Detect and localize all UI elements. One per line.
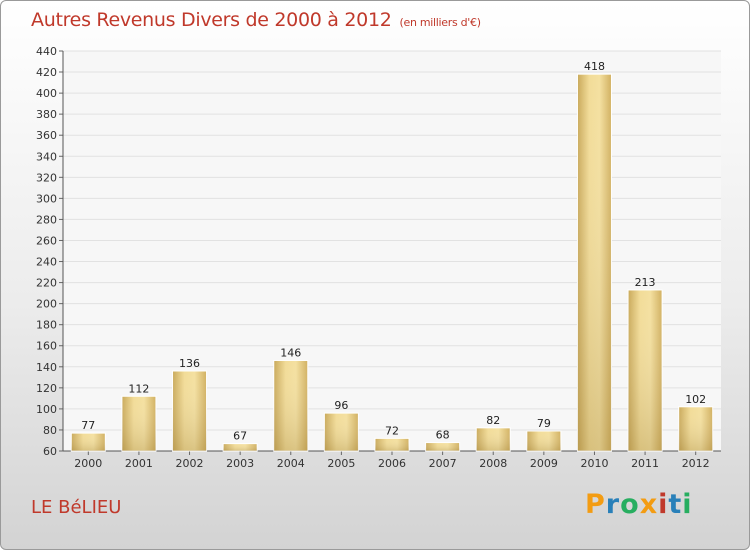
data-label-2004: 146 <box>280 346 301 359</box>
y-tick-label: 280 <box>36 213 57 226</box>
logo-letter: i <box>682 489 693 520</box>
bar-shade-2008 <box>476 427 511 451</box>
chart-subtitle: (en milliers d'€) <box>399 16 481 29</box>
x-tick-label: 2000 <box>74 457 102 470</box>
bar-shade-2009 <box>526 431 561 451</box>
logo-letter: P <box>585 489 606 520</box>
bar-shade-2011 <box>628 289 663 451</box>
y-tick-label: 220 <box>36 277 57 290</box>
x-tick-label: 2008 <box>479 457 507 470</box>
x-tick-label: 2005 <box>327 457 355 470</box>
y-tick-label: 160 <box>36 340 57 353</box>
x-tick-label: 2003 <box>226 457 254 470</box>
data-label-2010: 418 <box>584 60 605 73</box>
bar-shade-2004 <box>273 360 308 451</box>
bar-shade-2010 <box>577 74 612 451</box>
data-label-2001: 112 <box>128 382 149 395</box>
data-label-2011: 213 <box>635 276 656 289</box>
x-tick-label: 2001 <box>125 457 153 470</box>
x-tick-label: 2012 <box>682 457 710 470</box>
y-tick-label: 140 <box>36 361 57 374</box>
labels: 77 112 136 67 146 96 72 68 82 79 418 213 102 <box>81 60 706 442</box>
x-tick-label: 2009 <box>530 457 558 470</box>
data-label-2008: 82 <box>486 414 500 427</box>
x-tick-label: 2011 <box>631 457 659 470</box>
y-tick-label: 260 <box>36 234 57 247</box>
x-tick-label: 2004 <box>277 457 305 470</box>
data-label-2007: 68 <box>436 429 450 442</box>
bar-shade-2001 <box>121 396 156 451</box>
data-label-2003: 67 <box>233 430 247 443</box>
bar-shade-2012 <box>678 406 713 451</box>
axes: 60 80 100 120 140 160 180 200 220 240 260 280 300 320… <box>36 45 721 470</box>
y-tick-label: 60 <box>43 445 57 458</box>
chart-title-text: Autres Revenus Divers de 2000 à 2012 <box>31 9 392 31</box>
x-tick-label: 2010 <box>580 457 608 470</box>
data-label-2009: 79 <box>537 417 551 430</box>
y-tick-label: 200 <box>36 298 57 311</box>
bar-shade-2006 <box>375 438 409 451</box>
y-tick-label: 120 <box>36 382 57 395</box>
logo-letter: x <box>639 489 659 520</box>
logo-letter: t <box>668 489 683 520</box>
x-tick-label: 2002 <box>176 457 204 470</box>
bar-shade-2007 <box>425 442 460 451</box>
data-label-2000: 77 <box>81 419 95 432</box>
proxiti-logo: Proxiti <box>585 489 693 520</box>
y-tick-label: 420 <box>36 66 57 79</box>
bars <box>70 73 714 452</box>
bar-shade-2002 <box>172 371 207 451</box>
bar-shade-2000 <box>71 433 106 451</box>
logo-letter: o <box>620 489 640 520</box>
y-tick-label: 80 <box>43 424 57 437</box>
plot-area <box>63 51 721 451</box>
y-tick-label: 300 <box>36 192 57 205</box>
x-tick-label: 2006 <box>378 457 406 470</box>
data-label-2005: 96 <box>334 399 348 412</box>
y-tick-label: 320 <box>36 171 57 184</box>
y-tick-label: 400 <box>36 87 57 100</box>
chart-title: Autres Revenus Divers de 2000 à 2012 (en … <box>31 9 481 31</box>
y-tick-label: 380 <box>36 108 57 121</box>
data-label-2002: 136 <box>179 357 200 370</box>
y-tick-label: 340 <box>36 150 57 163</box>
x-tick-label: 2007 <box>429 457 457 470</box>
y-tick-label: 100 <box>36 403 57 416</box>
y-tick-label: 240 <box>36 256 57 269</box>
logo-letter: r <box>605 489 621 520</box>
y-tick-label: 360 <box>36 129 57 142</box>
bar-shade-2003 <box>223 443 258 451</box>
location-name: LE BéLIEU <box>31 497 122 518</box>
grid-lines <box>63 50 721 452</box>
y-tick-label: 180 <box>36 319 57 332</box>
bar-shade-2005 <box>324 413 359 451</box>
y-tick-label: 440 <box>36 45 57 58</box>
data-label-2006: 72 <box>385 424 399 437</box>
logo-letter: i <box>658 489 669 520</box>
data-label-2012: 102 <box>685 393 706 406</box>
